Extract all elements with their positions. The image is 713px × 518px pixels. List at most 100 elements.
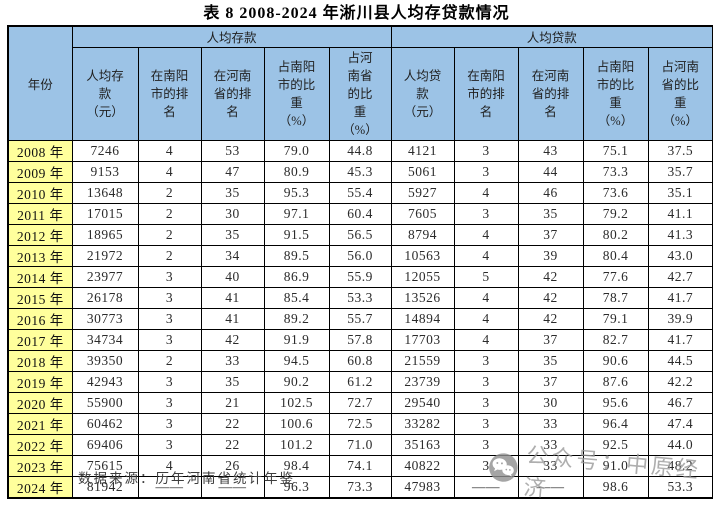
data-cell: 3 [137,412,202,435]
data-cell: 13648 [71,181,139,204]
data-cell: 34 [200,244,265,267]
data-cell: 73.3 [328,475,392,498]
year-cell: 2021 年 [7,412,73,435]
table-row: 2012 年 18965 2 35 91.5 56.5 8794 4 37 80.2 41.3 [7,223,713,246]
data-cell: 3 [137,328,202,351]
data-cell: 5061 [390,160,455,183]
data-cell: 46.7 [647,391,713,414]
year-cell: 2008 年 [7,139,73,162]
data-cell: 17015 [71,202,139,225]
data-cell: 44 [517,160,584,183]
table-row: 2015 年 26178 3 41 85.4 53.3 13526 4 42 78.7 41.7 [7,286,713,309]
year-cell: 2009 年 [7,160,73,183]
data-cell: 79.2 [582,202,649,225]
data-cell: 91.0 [582,454,649,477]
data-cell: 72.5 [328,412,392,435]
data-cell: 3 [137,265,202,288]
data-cell: 35163 [390,433,455,456]
data-cell: 69406 [71,433,139,456]
data-cell: 43 [517,139,584,162]
data-cell: 3 [453,454,519,477]
column-header: 占南阳市的比重（%） [263,46,330,141]
data-cell: 73.6 [582,181,649,204]
data-cell: 4 [453,307,519,330]
year-cell: 2011 年 [7,202,73,225]
data-cell: 10563 [390,244,455,267]
data-cell: 41.7 [647,286,713,309]
year-cell: 2010 年 [7,181,73,204]
data-cell: 47983 [390,475,455,498]
data-cell: 89.2 [263,307,330,330]
data-cell: 42.2 [647,370,713,393]
page-title: 表 8 2008-2024 年淅川县人均存贷款情况 [203,5,510,22]
data-cell: 75615 [71,454,139,477]
data-cell: 33282 [390,412,455,435]
data-cell: —— [517,475,584,498]
data-cell: 3 [453,160,519,183]
data-cell: 30773 [71,307,139,330]
data-cell: 4 [453,181,519,204]
data-cell: 41.1 [647,202,713,225]
data-cell: 61.2 [328,370,392,393]
column-header: 人均存款（元） [71,46,139,141]
data-cell: 37 [517,370,584,393]
data-cell: 91.9 [263,328,330,351]
data-cell: 55.4 [328,181,392,204]
data-cell: 42 [200,328,265,351]
data-cell: 21 [200,391,265,414]
data-cell: 95.6 [582,391,649,414]
table-row: 2008 年 7246 4 53 79.0 44.8 4121 3 43 75.1 37.5 [7,139,713,162]
data-cell: 57.8 [328,328,392,351]
data-cell: 3 [137,307,202,330]
data-cell: 81942 [71,475,139,498]
data-cell: 35 [517,202,584,225]
table-row: 2009 年 9153 4 47 80.9 45.3 5061 3 44 73.3 35.7 [7,160,713,183]
year-cell: 2018 年 [7,349,73,372]
table-row: 2014 年 23977 3 40 86.9 55.9 12055 5 42 77.6 42.7 [7,265,713,288]
data-cell: 60.8 [328,349,392,372]
data-cell: 4 [453,223,519,246]
data-cell: 56.5 [328,223,392,246]
column-header: 占南阳市的比重（%） [582,46,649,141]
data-cell: 55900 [71,391,139,414]
data-cell: 18965 [71,223,139,246]
data-cell: 95.3 [263,181,330,204]
data-cell: 94.5 [263,349,330,372]
table-row: 2016 年 30773 3 41 89.2 55.7 14894 4 42 79.1 39.9 [7,307,713,330]
data-cell: 35 [200,181,265,204]
data-cell: 30 [200,202,265,225]
data-cell: 39 [517,244,584,267]
data-cell: 100.6 [263,412,330,435]
data-cell: —— [453,475,519,498]
column-header: 占河南省的比重（%） [647,46,713,141]
data-cell: 4 [137,139,202,162]
data-cell: 90.2 [263,370,330,393]
column-header: 人均贷款（元） [390,46,455,141]
deposits-loans-table: 年份 人均存款 人均贷款 人均存款（元） 在南阳市的排名 在河南省的排名 占南阳市的比… [7,25,713,499]
data-cell: 33 [200,349,265,372]
data-cell: 74.1 [328,454,392,477]
data-cell: 56.0 [328,244,392,267]
data-cell: 37 [517,328,584,351]
data-cell: 55.7 [328,307,392,330]
year-cell: 2015 年 [7,286,73,309]
data-cell: 3 [137,391,202,414]
data-cell: 91.5 [263,223,330,246]
data-cell: 5 [453,265,519,288]
column-header: 占河南省的比重（%） [328,46,392,141]
data-cell: 101.2 [263,433,330,456]
data-cell: 78.7 [582,286,649,309]
data-cell: 98.6 [582,475,649,498]
data-cell: 34734 [71,328,139,351]
table-row: 2010 年 13648 2 35 95.3 55.4 5927 4 46 73.6 35.1 [7,181,713,204]
data-cell: 5927 [390,181,455,204]
table-row: 2020 年 55900 3 21 102.5 72.7 29540 3 30 95.6 46.7 [7,391,713,414]
data-cell: 4 [453,286,519,309]
data-cell: 79.0 [263,139,330,162]
year-cell: 2013 年 [7,244,73,267]
data-cell: 72.7 [328,391,392,414]
column-header-row: 人均存款（元） 在南阳市的排名 在河南省的排名 占南阳市的比重（%） 占河南省的比重（%… [8,46,713,141]
column-header: 在河南省的排名 [200,46,265,141]
data-cell: 44.0 [647,433,713,456]
data-cell: 3 [453,433,519,456]
